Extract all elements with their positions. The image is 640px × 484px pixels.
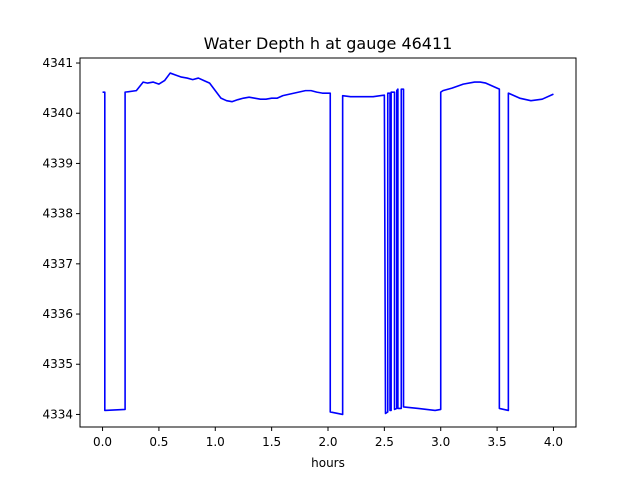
y-tick-label: 4335 <box>42 357 73 371</box>
x-tick-label: 3.5 <box>488 435 507 449</box>
y-tick-label: 4339 <box>42 156 73 170</box>
chart-title: Water Depth h at gauge 46411 <box>204 34 453 53</box>
y-tick-label: 4341 <box>42 56 73 70</box>
y-tick-label: 4334 <box>42 407 73 421</box>
x-axis-label: hours <box>311 456 345 470</box>
series-line-1 <box>102 72 554 416</box>
y-tick-label: 4340 <box>42 106 73 120</box>
y-tick-label: 4337 <box>42 257 73 271</box>
x-tick-label: 1.0 <box>206 435 225 449</box>
x-tick-label: 3.0 <box>431 435 450 449</box>
y-tick-label: 4336 <box>42 307 73 321</box>
x-tick-label: 0.0 <box>93 435 112 449</box>
x-tick-label: 2.5 <box>375 435 394 449</box>
y-tick-label: 4338 <box>42 207 73 221</box>
x-tick-label: 1.5 <box>262 435 281 449</box>
x-tick-label: 0.5 <box>149 435 168 449</box>
x-tick-label: 2.0 <box>318 435 337 449</box>
x-tick-label: 4.0 <box>544 435 563 449</box>
